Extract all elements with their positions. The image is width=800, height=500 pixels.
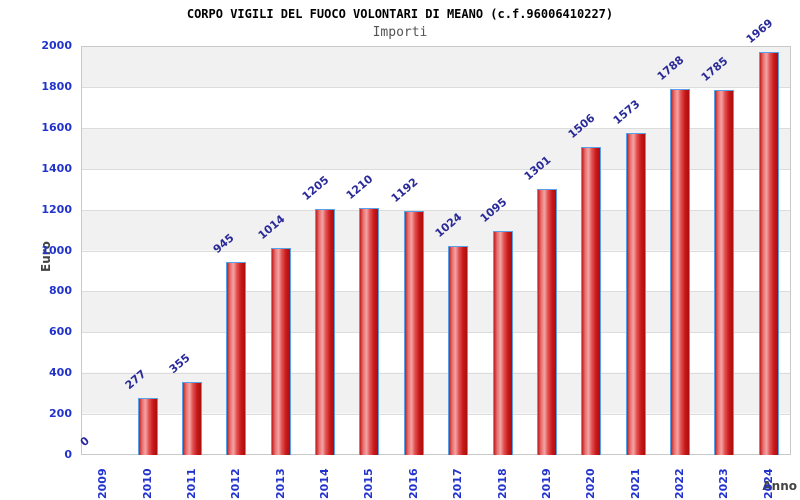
- bar: [448, 246, 469, 455]
- bar: [536, 189, 557, 455]
- y-axis-tick-label: 1400: [41, 161, 72, 175]
- y-axis-tick-label: 2000: [41, 39, 72, 52]
- y-axis-tick-label: 800: [49, 284, 72, 298]
- bar: [403, 211, 424, 455]
- y-axis-tick-label: 0: [64, 448, 72, 461]
- bar: [181, 382, 202, 455]
- x-axis-tick-label: 2016: [406, 468, 420, 499]
- bar: [670, 89, 691, 455]
- chart-subtitle: Importi: [372, 25, 428, 40]
- bar: [714, 90, 735, 455]
- bar: [625, 133, 646, 455]
- x-axis-tick-label: 2012: [229, 468, 243, 499]
- y-axis-tick-label: 1800: [41, 79, 72, 93]
- bar: [137, 398, 158, 455]
- x-axis-tick-label: 2017: [451, 468, 465, 499]
- x-axis-tick-label: 2023: [717, 468, 731, 499]
- bar: [226, 262, 247, 455]
- y-axis-tick-label: 600: [49, 325, 72, 339]
- gridline: [82, 250, 790, 252]
- y-axis-tick-label: 1600: [41, 120, 72, 134]
- x-axis-tick-label: 2020: [584, 468, 598, 499]
- x-axis-tick-label: 2024: [761, 468, 775, 499]
- bar: [315, 209, 336, 455]
- x-axis-tick-label: 2015: [362, 468, 376, 499]
- x-axis-tick-label: 2013: [273, 468, 287, 499]
- gridline: [82, 291, 790, 293]
- gridline: [82, 86, 790, 88]
- bar: [359, 208, 380, 455]
- x-axis-tick-label: 2021: [628, 468, 642, 499]
- bar: [270, 248, 291, 455]
- gridline: [82, 414, 790, 416]
- chart-title: CORPO VIGILI DEL FUOCO VOLONTARI DI MEAN…: [186, 7, 614, 21]
- y-axis-tick-label: 400: [49, 366, 72, 380]
- y-axis-tick-label: 1200: [41, 202, 72, 216]
- x-axis-tick-label: 2010: [140, 468, 154, 499]
- gridline: [82, 127, 790, 129]
- gridline: [82, 373, 790, 375]
- y-axis-tick-label: 200: [49, 407, 72, 421]
- x-axis-tick-label: 2019: [539, 468, 553, 499]
- gridline: [82, 209, 790, 211]
- x-axis-tick-label: 2022: [673, 468, 687, 499]
- x-axis-tick-label: 2011: [184, 468, 198, 499]
- x-axis-tick-label: 2014: [318, 468, 332, 499]
- x-axis-tick-label: 2009: [96, 468, 110, 499]
- bar: [492, 231, 513, 455]
- bar: [581, 147, 602, 455]
- bar: [758, 52, 779, 455]
- x-axis-title: Anno: [762, 479, 797, 493]
- x-axis-tick-label: 2018: [495, 468, 509, 499]
- gridline: [82, 332, 790, 334]
- gridline: [82, 168, 790, 170]
- y-axis-tick-label: 1000: [41, 243, 72, 257]
